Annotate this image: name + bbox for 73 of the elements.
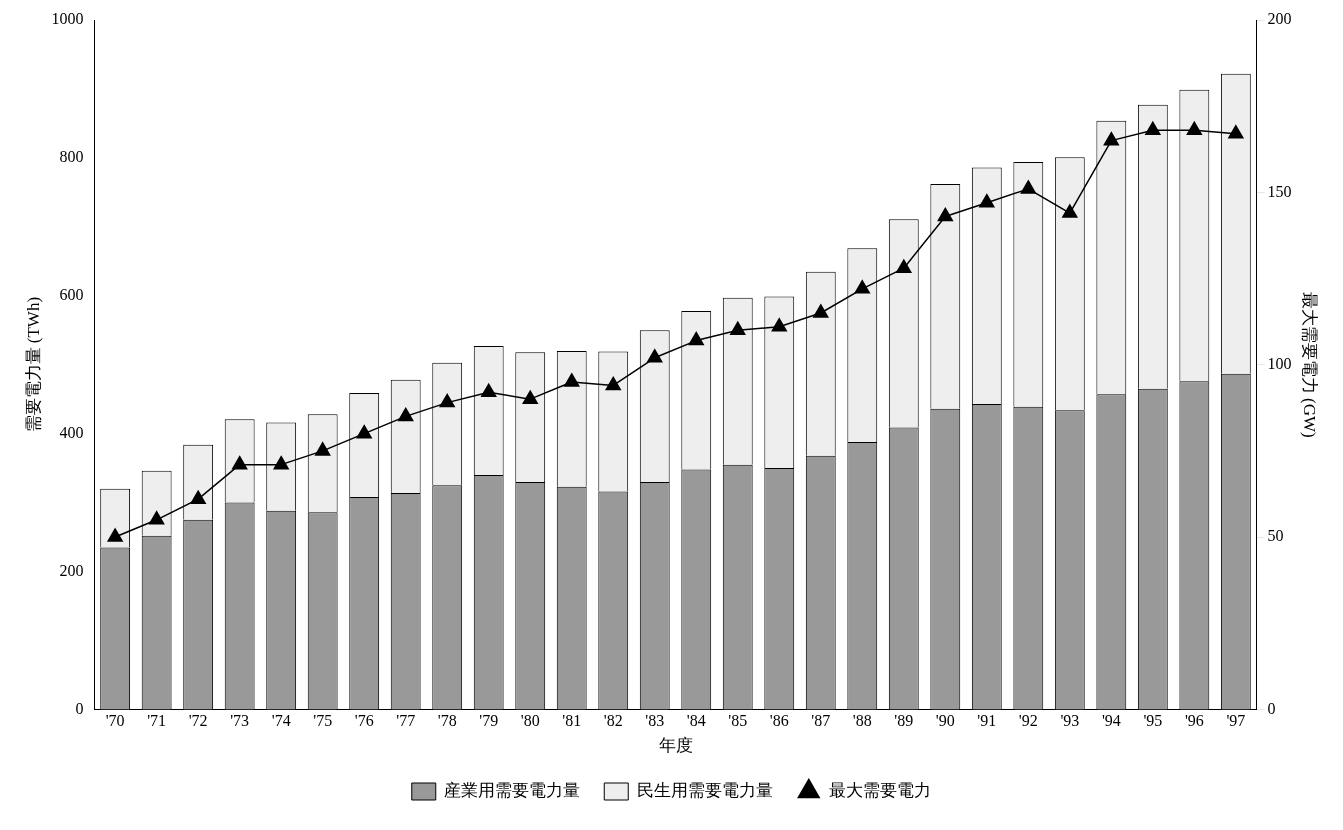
y2-tick-label: 200 (1267, 10, 1292, 28)
point (1186, 121, 1203, 136)
x-tick-label: '74 (271, 712, 291, 730)
y-tick-label: 0 (75, 699, 84, 717)
point (854, 280, 870, 294)
y-axis-title: 需要電力量 (TWh) (23, 296, 43, 433)
y-tick-label: 800 (59, 148, 84, 166)
point (1228, 125, 1244, 139)
x-tick-label: '96 (1184, 712, 1204, 730)
point (937, 207, 953, 222)
point (148, 511, 165, 525)
x-tick-label: '83 (645, 712, 665, 730)
point (398, 407, 414, 422)
x-tick-label: '86 (769, 712, 789, 730)
y2-axis-title: 最大需要電力 (GW) (1300, 291, 1320, 438)
point (979, 193, 995, 208)
x-tick-label: '71 (147, 712, 167, 730)
point (190, 490, 206, 504)
point (481, 383, 497, 398)
x-axis-title: 年度 (658, 736, 693, 756)
point (522, 390, 538, 404)
point (813, 304, 829, 318)
x-tick-label: '90 (935, 712, 955, 730)
y2-tick-label: 150 (1267, 182, 1292, 200)
point (730, 321, 746, 335)
point (605, 376, 621, 391)
x-tick-label: '89 (894, 712, 914, 730)
point (896, 259, 912, 273)
x-tick-label: '78 (437, 712, 457, 730)
legend-label: 最大需要電力 (829, 780, 932, 800)
x-tick-label: '84 (686, 712, 706, 730)
point (356, 424, 372, 439)
x-tick-label: '76 (354, 712, 374, 730)
point (273, 455, 289, 470)
point (439, 393, 455, 408)
legend-label: 民生用需要電力量 (636, 780, 773, 800)
x-tick-label: '91 (977, 712, 997, 730)
x-tick-label: '79 (479, 712, 499, 730)
x-tick-label: '88 (852, 712, 872, 730)
x-tick-label: '70 (105, 712, 125, 730)
y-tick-label: 400 (59, 423, 84, 441)
x-tick-label: '94 (1101, 712, 1121, 730)
point (688, 331, 704, 346)
x-tick-label: '85 (728, 712, 748, 730)
point (315, 442, 331, 456)
point (647, 349, 663, 363)
x-tick-label: '75 (313, 712, 333, 730)
y-tick-label: 200 (59, 561, 84, 579)
x-tick-label: '93 (1060, 712, 1080, 730)
x-tick-label: '97 (1226, 712, 1246, 730)
y2-tick-label: 0 (1267, 699, 1276, 717)
point (1145, 121, 1161, 136)
point (771, 318, 787, 332)
x-tick-label: '81 (562, 712, 582, 730)
point (564, 373, 580, 387)
x-tick-label: '73 (230, 712, 250, 730)
point (1062, 204, 1078, 218)
y2-tick-label: 50 (1267, 527, 1284, 545)
x-tick-label: '95 (1143, 712, 1163, 730)
x-tick-label: '82 (603, 712, 623, 730)
legend-label: 産業用需要電力量 (444, 780, 581, 800)
point (1103, 131, 1119, 146)
point (107, 528, 123, 542)
x-tick-label: '80 (520, 712, 540, 730)
x-tick-label: '77 (396, 712, 416, 730)
x-tick-label: '87 (811, 712, 831, 730)
y-tick-label: 1000 (51, 10, 84, 28)
y2-tick-label: 100 (1267, 354, 1292, 372)
point (1020, 180, 1036, 194)
point (232, 455, 248, 470)
y-tick-label: 600 (59, 285, 84, 303)
x-tick-label: '92 (1018, 712, 1038, 730)
x-tick-label: '72 (188, 712, 208, 730)
